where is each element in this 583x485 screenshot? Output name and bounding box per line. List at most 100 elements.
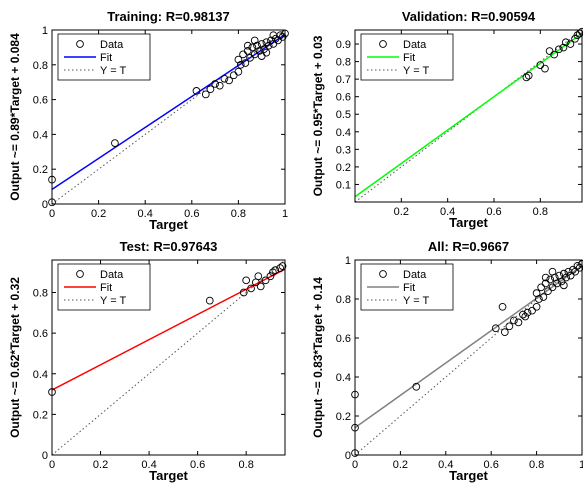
x-tick-label: 0.6 [486,206,501,218]
legend-marker-data [379,270,387,278]
data-point [278,262,287,270]
data-point [215,81,224,90]
y-tick-label: 0.6 [336,333,351,345]
data-point [236,60,245,69]
x-tick-label: 0.2 [393,459,408,471]
y-tick-label: 0.8 [336,57,351,69]
identity-line [52,30,285,204]
data-point [254,272,263,281]
data-point [205,296,214,305]
identity-line [52,260,285,455]
data-point [500,328,509,337]
x-tick-label: 0.6 [184,208,199,220]
x-tick-label: 0.4 [141,459,156,471]
legend-label-identity: Y = T [403,65,429,77]
x-axis-label: Target [449,468,488,483]
data-point [505,322,514,331]
data-point [276,264,284,272]
x-tick-label: 0.4 [138,208,153,220]
legend-label-data: Data [100,39,124,51]
data-point [541,64,549,73]
data-point [532,302,541,311]
legend-label-fit: Fit [100,282,112,294]
legend-label-identity: Y = T [100,295,126,307]
fit-line [355,265,582,429]
data-point [553,279,561,288]
data-point [229,71,238,80]
data-point [201,90,210,99]
y-tick-label: 1 [42,25,48,37]
legend-label-fit: Fit [403,282,415,294]
data-point [247,284,255,293]
data-point [264,41,273,50]
data-point [242,276,251,285]
legend-label-fit: Fit [100,52,112,64]
x-tick-label: 0.2 [91,208,106,220]
legend-label-data: Data [100,269,124,281]
y-tick-label: 0.3 [336,144,351,156]
legend-marker-data [76,270,84,278]
x-axis-label: Target [149,468,188,483]
data-point [271,266,280,275]
data-point [541,273,550,282]
y-tick-label: 0.2 [336,411,351,423]
x-tick-label: 0 [49,208,55,220]
y-tick-label: 0.6 [33,328,48,340]
fit-line [355,32,582,198]
y-tick-label: 0.8 [33,288,48,300]
x-tick-label: 0 [352,459,358,471]
data-point [234,67,243,76]
data-point [559,43,568,52]
y-tick-label: 0.6 [33,95,48,107]
legend-label-identity: Y = T [100,65,126,77]
data-point [566,40,575,48]
y-tick-label: 1 [345,255,351,267]
data-point [491,324,500,333]
y-axis-label: Output ~= 0.95*Target + 0.03 [311,35,325,196]
y-tick-label: 0.6 [336,92,351,104]
data-point [257,40,266,48]
data-point [234,55,243,64]
data-point [243,41,252,50]
y-tick-label: 0.5 [336,109,351,121]
x-axis-label: Target [449,215,488,230]
data-point [539,293,548,301]
data-point [241,59,250,67]
x-tick-label: 0.6 [190,459,205,471]
data-point [541,279,550,288]
data-point [523,308,532,317]
data-point [256,282,265,291]
plot-title: Training: R=0.98137 [107,9,229,24]
y-axis-label: Output ~= 0.62*Target + 0.32 [8,277,22,438]
data-point [575,263,583,272]
legend-marker-data [379,40,387,48]
axes-frame [354,259,583,456]
data-point [239,50,247,59]
data-point [559,281,568,290]
data-point [266,272,275,281]
data-point [528,306,536,315]
data-point [521,312,530,321]
axes-frame [354,29,583,203]
data-point [255,47,264,55]
data-point [412,382,421,391]
data-point [248,43,257,52]
x-axis-label: Target [149,217,188,232]
data-point [548,267,557,276]
data-point [220,74,229,83]
y-tick-label: 0.8 [336,294,351,306]
data-point [519,310,527,319]
data-point [510,316,518,325]
y-tick-label: 0.2 [33,164,48,176]
y-tick-label: 0.8 [33,60,48,72]
y-tick-label: 0 [345,450,351,462]
data-point [559,269,568,278]
data-point [111,139,119,147]
y-tick-label: 0.1 [336,179,351,191]
y-axis-label: Output ~= 0.83*Target + 0.14 [311,277,325,438]
data-point [548,283,557,292]
data-point [269,268,277,277]
data-point [253,41,261,50]
